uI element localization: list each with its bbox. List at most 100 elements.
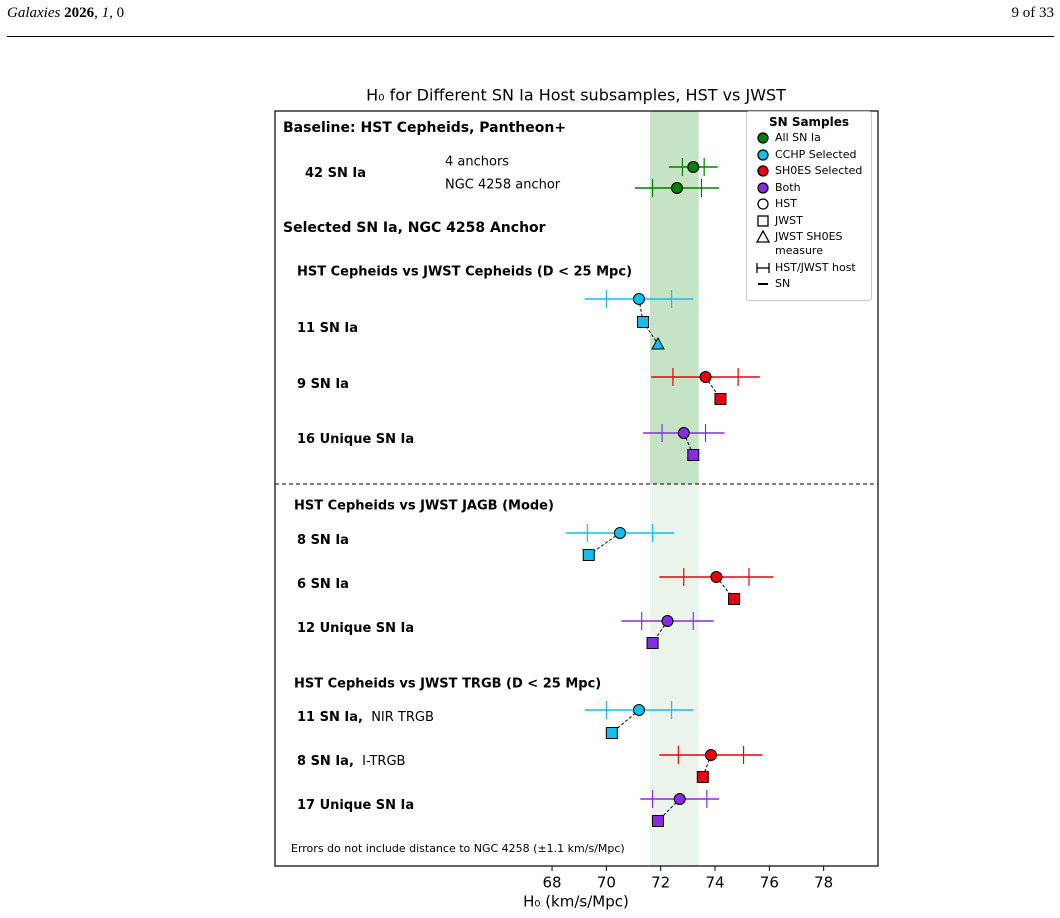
plot-frame [274, 110, 879, 867]
legend-title: SN Samples [768, 115, 850, 129]
jwst-point [714, 393, 727, 405]
row-label: 16 Unique SN Ia [297, 432, 414, 447]
reference-band [649, 484, 699, 866]
jwst-point [582, 549, 595, 561]
legend-entry: JWST [751, 214, 867, 228]
legend-symbol [757, 148, 769, 161]
row-label: 8 SN Ia [297, 533, 349, 548]
chart-title: H₀ for Different SN Ia Host subsamples, … [366, 86, 786, 105]
row-label-count: 11 SN Ia [297, 321, 358, 336]
row-label-count: 12 Unique SN Ia [297, 621, 414, 636]
legend-entry: HST/JWST host [751, 261, 867, 275]
jwst-point [651, 815, 664, 827]
row-note: NIR TRGB [371, 710, 434, 725]
legend-marker [757, 148, 769, 161]
legend-entry: All SN Ia [751, 131, 867, 145]
row-label-count: 8 SN Ia [297, 533, 349, 548]
legend-label: HST/JWST host [775, 260, 856, 274]
section-heading: HST Cepheids vs JWST JAGB (Mode) [294, 499, 554, 514]
row-label: 9 SN Ia [297, 377, 349, 392]
legend-label: All SN Ia [775, 131, 821, 144]
running-header: Galaxies 2026, 1, 0 [7, 5, 125, 21]
hst-point [687, 161, 700, 173]
row-label-count: 11 SN Ia, [297, 710, 363, 725]
section-heading: HST Cepheids vs JWST Cepheids (D < 25 Mp… [297, 265, 632, 280]
row-note: 4 anchors [445, 155, 509, 170]
section-heading: HST Cepheids vs JWST TRGB (D < 25 Mpc) [294, 677, 601, 692]
connector [702, 754, 712, 778]
legend-label: JWST SH0ES measure [775, 230, 843, 257]
connector [683, 432, 694, 456]
x-tick-label: 78 [814, 874, 833, 892]
hst-point [704, 749, 717, 761]
legend-label: SH0ES Selected [775, 164, 863, 177]
legend-symbol [758, 283, 768, 285]
legend-label: JWST [775, 213, 803, 227]
x-tick-label: 72 [651, 874, 670, 892]
legend-entry: SH0ES Selected [751, 164, 867, 178]
hst-point [710, 571, 723, 583]
legend-symbol [757, 165, 769, 177]
row-label: 11 SN Ia, NIR TRGB [297, 710, 434, 725]
row-label: 11 SN Ia [297, 321, 358, 336]
jwst-point [637, 316, 650, 328]
section-heading: Selected SN Ia, NGC 4258 Anchor [283, 220, 546, 236]
row-label-count: 9 SN Ia [297, 377, 349, 392]
journal: Galaxies [7, 5, 61, 21]
legend-label: CCHP Selected [775, 147, 857, 161]
x-tick-label: 74 [705, 874, 724, 892]
row-label: 12 Unique SN Ia [297, 621, 414, 636]
legend-marker [757, 181, 769, 194]
legend-entry: JWST SH0ES measure [751, 230, 867, 258]
legend-symbol [757, 181, 769, 194]
chart-note: Errors do not include distance to NGC 42… [291, 842, 625, 855]
row-label-count: 42 SN Ia [305, 166, 366, 181]
legend-label: HST [775, 197, 797, 210]
connector [642, 321, 659, 345]
row-label-count: 16 Unique SN Ia [297, 432, 414, 447]
jwst-point [728, 593, 741, 605]
legend-label: SN [775, 277, 791, 290]
article: 0 [116, 5, 125, 21]
hst-point [613, 527, 626, 539]
row-label: 42 SN Ia [305, 166, 366, 181]
legend-entry: CCHP Selected [751, 148, 867, 162]
legend-marker [757, 214, 769, 227]
reference-band [649, 111, 699, 484]
row-label-count: 8 SN Ia, [297, 754, 354, 769]
legend-symbol [756, 262, 770, 273]
legend-entry: Both [751, 181, 867, 195]
hst-point [632, 293, 645, 305]
legend-symbol [755, 230, 771, 243]
hst-point [699, 371, 712, 383]
legend: SN Samples All SN Ia CCHP Selected SH0ES Se… [746, 111, 872, 301]
legend-label: Both [775, 180, 801, 194]
row-note: NGC 4258 anchor [445, 178, 561, 193]
row-label-count: 6 SN Ia [297, 577, 349, 592]
row-note: I-TRGB [362, 754, 405, 769]
jwst-point [646, 637, 659, 649]
jwst-point [696, 771, 709, 783]
row-label-count: 17 Unique SN Ia [297, 798, 414, 813]
legend-entry: HST [751, 197, 867, 211]
legend-symbol [757, 132, 769, 144]
x-tick-label: 76 [760, 874, 779, 892]
legend-marker [757, 165, 769, 177]
jwst-point [605, 727, 618, 739]
legend-symbol [757, 214, 769, 227]
hst-point [632, 704, 645, 716]
jwst-point [687, 449, 700, 461]
volume: 1 [101, 5, 110, 21]
hst-point [677, 427, 690, 439]
row-label: 17 Unique SN Ia [297, 798, 414, 813]
connector [638, 298, 644, 323]
legend-symbol [757, 198, 769, 210]
hst-point [661, 615, 674, 627]
jwst-point [651, 336, 665, 350]
x-tick-label: 68 [543, 874, 562, 892]
legend-marker [755, 230, 771, 243]
legend-marker [757, 198, 769, 210]
legend-marker [757, 132, 769, 144]
